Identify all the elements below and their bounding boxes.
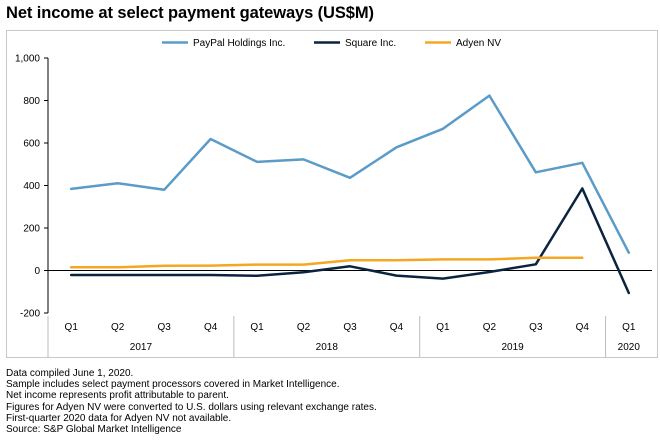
year-label: 2020 bbox=[618, 342, 641, 353]
series-line-2 bbox=[69, 187, 631, 295]
legend-label: Adyen NV bbox=[456, 38, 501, 49]
series-line-3 bbox=[69, 256, 584, 269]
footnote: Figures for Adyen NV were converted to U… bbox=[6, 401, 377, 413]
x-tick-label: Q2 bbox=[111, 322, 125, 333]
x-tick-label: Q3 bbox=[157, 322, 171, 333]
footnotes: Data compiled June 1, 2020. Sample inclu… bbox=[6, 368, 377, 435]
legend-label: Square Inc. bbox=[345, 38, 396, 49]
footnote: Data compiled June 1, 2020. bbox=[6, 368, 134, 379]
x-tick-label: Q4 bbox=[576, 322, 590, 333]
y-tick-label: 600 bbox=[23, 139, 40, 150]
footnote: Net income represents profit attributabl… bbox=[6, 390, 229, 402]
x-tick-label: Q4 bbox=[390, 322, 404, 333]
x-tick-label: Q4 bbox=[204, 322, 218, 333]
x-tick-label: Q2 bbox=[483, 322, 497, 333]
footnote: First-quarter 2020 data for Adyen NV not… bbox=[6, 412, 232, 424]
x-tick-label: Q2 bbox=[297, 322, 311, 333]
x-tick-label: Q3 bbox=[343, 322, 357, 333]
x-tick-label: Q1 bbox=[436, 322, 450, 333]
year-label: 2018 bbox=[316, 342, 339, 353]
year-label: 2017 bbox=[130, 342, 153, 353]
x-tick-label: Q1 bbox=[65, 322, 79, 333]
series-line-1 bbox=[69, 94, 631, 254]
y-tick-label: -200 bbox=[20, 309, 40, 320]
footnote: Sample includes select payment processor… bbox=[6, 379, 340, 391]
line-chart: -200 0 200 400 600 800 1,000 Q1 Q2 Q3 Q4 Q1 Q2 Q3 Q4 Q1… bbox=[15, 38, 652, 357]
chart-title: Net income at select payment gateways (U… bbox=[6, 4, 374, 22]
x-tick-label: Q1 bbox=[250, 322, 264, 333]
x-tick-label: Q3 bbox=[529, 322, 543, 333]
footnote: Source: S&P Global Market Intelligence bbox=[6, 424, 182, 436]
y-tick-label: 400 bbox=[23, 181, 40, 192]
y-tick-label: 800 bbox=[23, 96, 40, 107]
y-tick-label: 200 bbox=[23, 224, 40, 235]
y-tick-label: 1,000 bbox=[15, 54, 40, 65]
x-tick-label: Q1 bbox=[622, 322, 636, 333]
year-label: 2019 bbox=[501, 342, 524, 353]
legend-label: PayPal Holdings Inc. bbox=[193, 38, 285, 49]
chart-frame bbox=[6, 30, 658, 358]
y-tick-label: 0 bbox=[34, 266, 40, 277]
